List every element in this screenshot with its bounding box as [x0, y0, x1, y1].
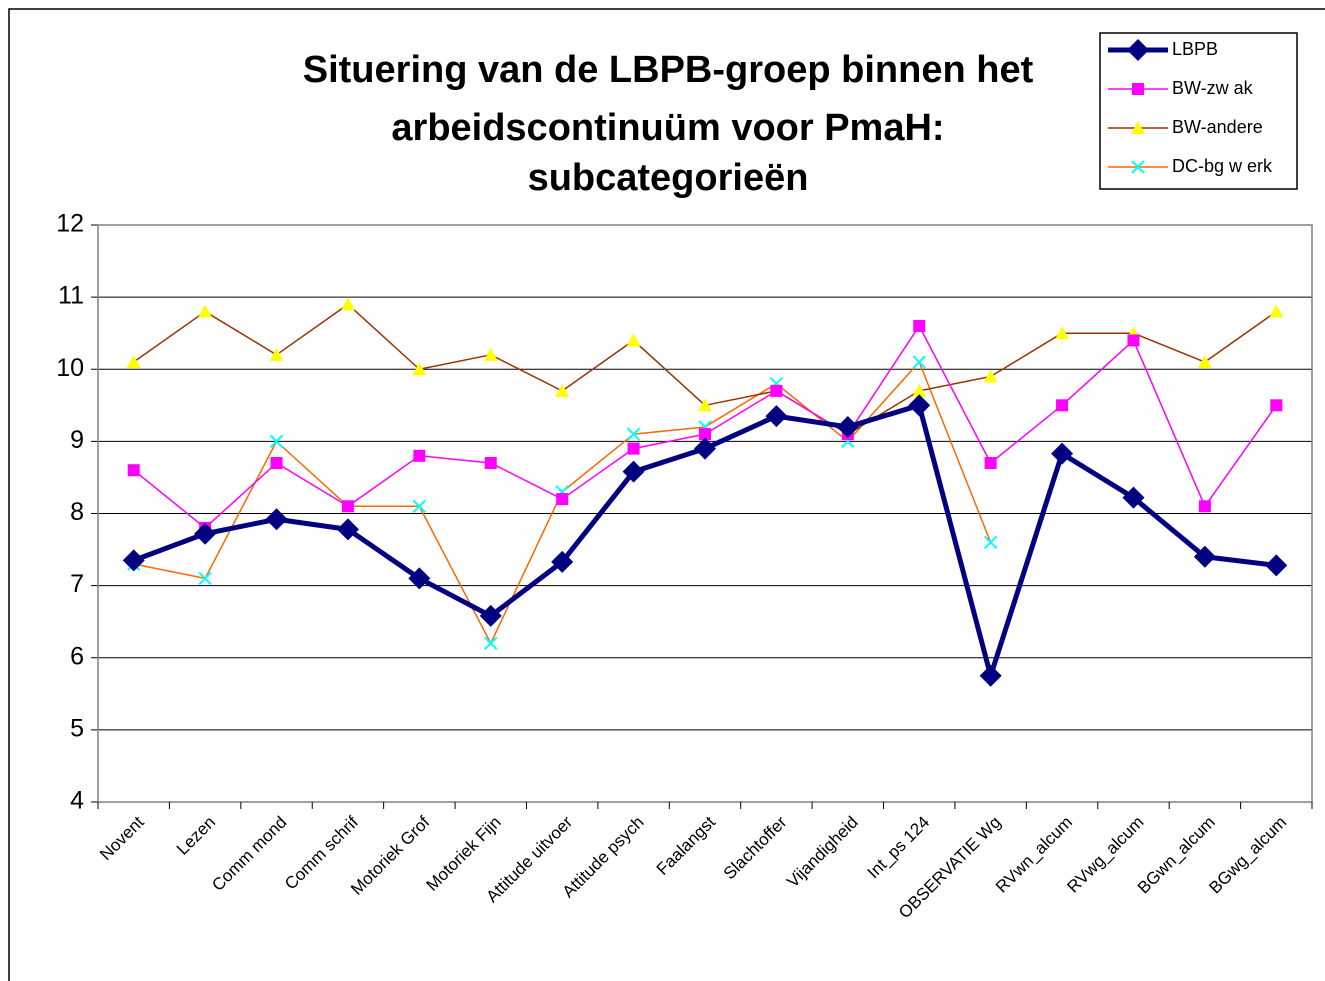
marker	[412, 362, 427, 376]
marker	[622, 460, 645, 483]
marker	[1051, 442, 1074, 465]
legend-label: BW-andere	[1172, 117, 1263, 137]
marker	[1270, 399, 1283, 412]
y-tick-label: 12	[56, 210, 84, 238]
marker	[484, 636, 498, 651]
marker	[194, 522, 217, 545]
y-tick-label: 4	[70, 787, 84, 815]
marker	[483, 347, 498, 361]
marker	[198, 571, 212, 586]
y-tick-label: 8	[70, 498, 84, 526]
marker	[551, 550, 574, 573]
marker	[1127, 334, 1140, 347]
marker	[270, 457, 283, 470]
x-tick-label: Slachtoffer	[720, 812, 791, 883]
y-tick-label: 7	[70, 570, 84, 598]
y-tick-label: 10	[56, 354, 84, 382]
marker	[1265, 554, 1288, 577]
marker	[1122, 486, 1145, 509]
marker	[699, 428, 711, 441]
marker	[479, 604, 502, 627]
marker	[336, 518, 359, 541]
marker	[269, 434, 284, 449]
marker	[626, 427, 641, 441]
marker	[408, 567, 431, 590]
x-tick-label: Faalangst	[653, 812, 719, 878]
marker	[413, 449, 426, 462]
marker	[1131, 160, 1145, 174]
legend-label: BW-zw ak	[1172, 78, 1254, 98]
marker	[1269, 304, 1284, 318]
marker	[626, 333, 641, 347]
marker	[1198, 500, 1211, 513]
x-tick-label: Lezen	[173, 813, 219, 859]
marker	[627, 442, 640, 455]
marker	[1131, 121, 1145, 134]
marker	[122, 549, 145, 572]
marker	[983, 369, 998, 383]
marker	[912, 383, 927, 397]
marker	[412, 499, 427, 513]
x-tick-label: Comm mond	[208, 813, 290, 895]
marker	[983, 535, 998, 550]
marker	[1132, 83, 1144, 95]
chart-title: Situering van de LBPB-groep binnen het	[303, 49, 1034, 91]
marker	[912, 355, 926, 369]
marker	[1193, 545, 1216, 568]
marker	[484, 457, 497, 470]
marker	[913, 319, 926, 332]
x-tick-label: Vijandigheid	[783, 813, 862, 892]
marker	[556, 493, 569, 506]
marker	[1055, 326, 1070, 340]
marker	[694, 437, 716, 460]
y-tick-label: 5	[70, 714, 84, 742]
y-tick-label: 6	[70, 642, 84, 670]
legend-label: DC-bg w erk	[1172, 156, 1273, 176]
marker	[1127, 39, 1149, 61]
chart-frame	[8, 8, 1325, 981]
chart-title: subcategorieën	[528, 157, 809, 199]
marker	[979, 664, 1002, 687]
marker	[770, 384, 783, 397]
marker	[698, 398, 712, 412]
plot-area	[97, 224, 1313, 803]
marker	[836, 415, 859, 438]
marker	[984, 457, 997, 470]
marker	[340, 297, 355, 311]
marker	[555, 383, 570, 397]
marker	[765, 405, 788, 428]
x-tick-label: Novent	[96, 812, 148, 864]
marker	[269, 347, 284, 361]
marker	[1197, 355, 1212, 369]
marker	[908, 394, 931, 417]
marker	[127, 464, 140, 477]
marker	[341, 500, 354, 513]
marker	[198, 304, 213, 318]
chart-title: arbeidscontinuüm voor PmaH:	[391, 107, 944, 149]
legend-label: LBPB	[1172, 39, 1218, 59]
marker	[265, 508, 288, 531]
marker	[126, 355, 141, 369]
x-tick-label: Int_ps 124	[864, 813, 934, 883]
marker	[1056, 399, 1069, 412]
y-tick-label: 9	[70, 426, 84, 454]
y-tick-label: 11	[58, 282, 84, 310]
